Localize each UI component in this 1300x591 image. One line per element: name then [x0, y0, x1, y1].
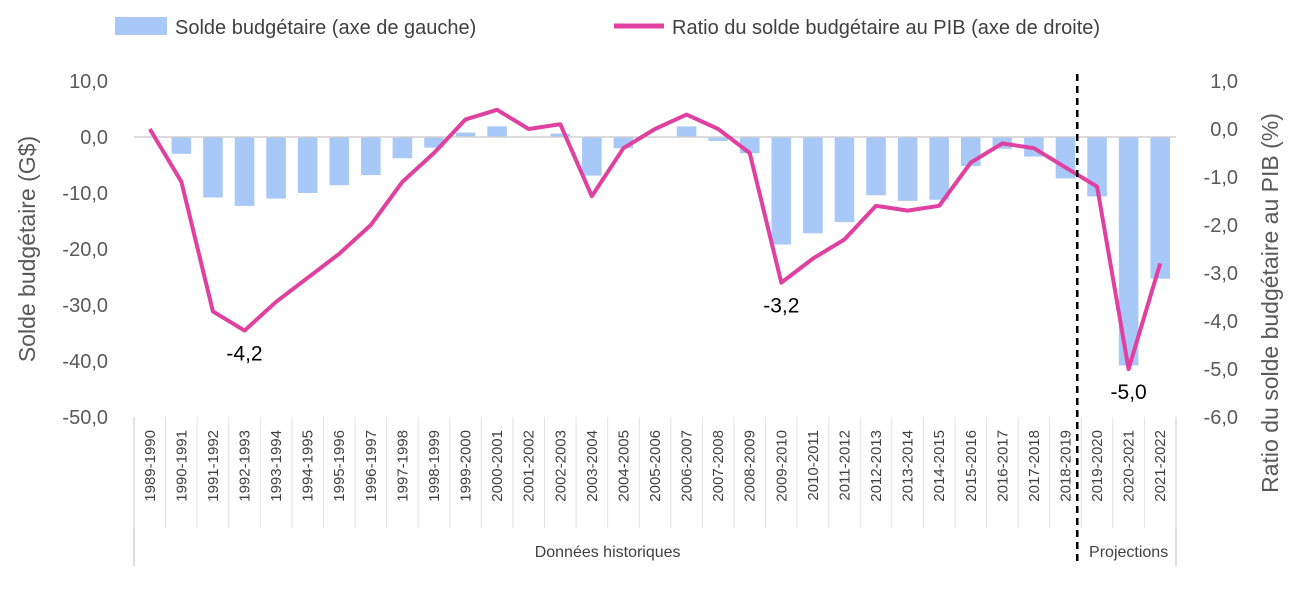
bar-1999-2000: [455, 132, 476, 137]
x-category-label: 2011-2012: [836, 430, 853, 501]
bar-1997-1998: [392, 137, 413, 159]
x-category-label: 2019-2020: [1089, 430, 1106, 502]
x-category-label: 2021-2022: [1152, 430, 1169, 502]
bar-2013-2014: [897, 137, 918, 201]
x-category-label: 2016-2017: [994, 430, 1011, 502]
x-category-label: 2012-2013: [868, 430, 885, 502]
x-category-label: 2010-2011: [805, 430, 822, 501]
y-right-tick-label: -2,0: [1204, 215, 1238, 237]
bar-1990-1991: [171, 137, 192, 154]
bar-2014-2015: [929, 137, 949, 200]
x-category-label: 1999-2000: [458, 430, 475, 502]
legend-swatch-bar: [115, 17, 167, 35]
x-axis-frame: [133, 417, 1177, 566]
bar-2010-2011: [803, 137, 823, 234]
x-axis-categories: 1989-1990 1990-1991 1991-1992 1992-1993 1993…: [142, 430, 1169, 502]
bar-2004-2005: [613, 137, 634, 149]
y-left-tick-label: -10,0: [62, 183, 108, 205]
x-category-label: 1991-1992: [205, 430, 222, 502]
bar-series: [171, 126, 1171, 366]
bar-2021-2022: [1150, 137, 1171, 279]
data-label-annotation: -4,2: [226, 343, 262, 366]
y-left-tick-label: 10,0: [69, 71, 108, 93]
x-category-label: 2018-2019: [1057, 430, 1074, 502]
x-group-label: Données historiques: [535, 544, 681, 561]
y-left-tick-label: 0,0: [80, 127, 108, 149]
y-axis-left-title: Solde budgétaire (G$): [14, 136, 40, 362]
x-category-label: 1990-1991: [173, 430, 190, 502]
data-label-annotation: -3,2: [763, 295, 799, 318]
y-left-tick-label: -20,0: [62, 239, 108, 261]
y-left-tick-label: -40,0: [62, 351, 108, 373]
x-category-label: 2007-2008: [710, 430, 727, 502]
x-category-label: 1996-1997: [363, 430, 380, 502]
bar-1993-1994: [266, 137, 286, 199]
x-category-label: 2008-2009: [742, 430, 759, 502]
bar-1998-1999: [424, 137, 444, 148]
x-category-label: 2020-2021: [1121, 430, 1138, 502]
y-right-tick-label: -1,0: [1204, 167, 1238, 189]
x-category-label: 2013-2014: [900, 430, 917, 502]
bar-2006-2007: [676, 126, 697, 137]
bar-2012-2013: [866, 137, 886, 196]
y-right-tick-label: -3,0: [1204, 263, 1238, 285]
x-category-label: 2000-2001: [489, 430, 506, 502]
x-category-label: 2004-2005: [615, 430, 632, 502]
bar-2020-2021: [1118, 137, 1139, 366]
legend: Solde budgétaire (axe de gauche) Ratio d…: [115, 17, 1100, 39]
data-label-annotation: -5,0: [1111, 381, 1147, 404]
bar-1991-1992: [203, 137, 223, 198]
annotations: -4,2 -3,2 -5,0: [226, 295, 1146, 404]
y-left-tick-label: -50,0: [62, 407, 108, 429]
x-group-label: Projections: [1089, 544, 1168, 561]
bar-2009-2010: [771, 137, 792, 245]
x-category-label: 2005-2006: [647, 430, 664, 502]
x-category-label: 2006-2007: [679, 430, 696, 502]
ratio-series-line: [148, 107, 1163, 371]
legend-label-bar: Solde budgétaire (axe de gauche): [175, 17, 476, 39]
x-category-label: 2003-2004: [584, 430, 601, 502]
x-category-label: 1998-1999: [426, 430, 443, 502]
y-right-tick-label: -4,0: [1204, 311, 1238, 333]
bar-1992-1993: [234, 137, 255, 206]
legend-label-line: Ratio du solde budgétaire au PIB (axe de…: [672, 17, 1100, 39]
bar-1995-1996: [329, 137, 350, 186]
bar-2000-2001: [487, 126, 507, 137]
bar-2003-2004: [582, 137, 602, 176]
bar-2007-2008: [708, 137, 728, 141]
x-category-label: 1989-1990: [142, 430, 159, 502]
x-category-label: 1995-1996: [331, 430, 348, 502]
x-category-label: 1992-1993: [237, 430, 254, 502]
x-category-label: 1993-1994: [268, 430, 285, 502]
bar-2002-2003: [550, 133, 571, 137]
x-category-label: 1994-1995: [300, 430, 317, 502]
x-category-label: 1997-1998: [394, 430, 411, 502]
y-right-tick-label: -5,0: [1204, 359, 1238, 381]
y-axis-left: 10,0 0,0 -10,0 -20,0 -30,0 -40,0 -50,0: [62, 71, 108, 429]
x-category-label: 2014-2015: [931, 430, 948, 502]
y-right-tick-label: 1,0: [1210, 71, 1238, 93]
bar-1996-1997: [361, 137, 381, 176]
x-category-label: 2015-2016: [963, 430, 980, 502]
x-category-label: 2001-2002: [521, 430, 538, 502]
y-right-tick-label: -6,0: [1204, 407, 1238, 429]
x-category-label: 2009-2010: [773, 430, 790, 502]
y-axis-right: 1,0 0,0 -1,0 -2,0 -3,0 -4,0 -5,0 -6,0: [1204, 71, 1238, 429]
x-category-label: 2002-2003: [552, 430, 569, 502]
bar-1994-1995: [297, 137, 318, 193]
y-right-tick-label: 0,0: [1210, 119, 1238, 141]
y-axis-right-title: Ratio du solde budgétaire au PIB (%): [1257, 113, 1283, 493]
x-axis-groups: Données historiques Projections: [535, 544, 1169, 561]
bar-2011-2012: [834, 137, 855, 223]
y-left-tick-label: -30,0: [62, 295, 108, 317]
x-category-label: 2017-2018: [1026, 430, 1043, 502]
